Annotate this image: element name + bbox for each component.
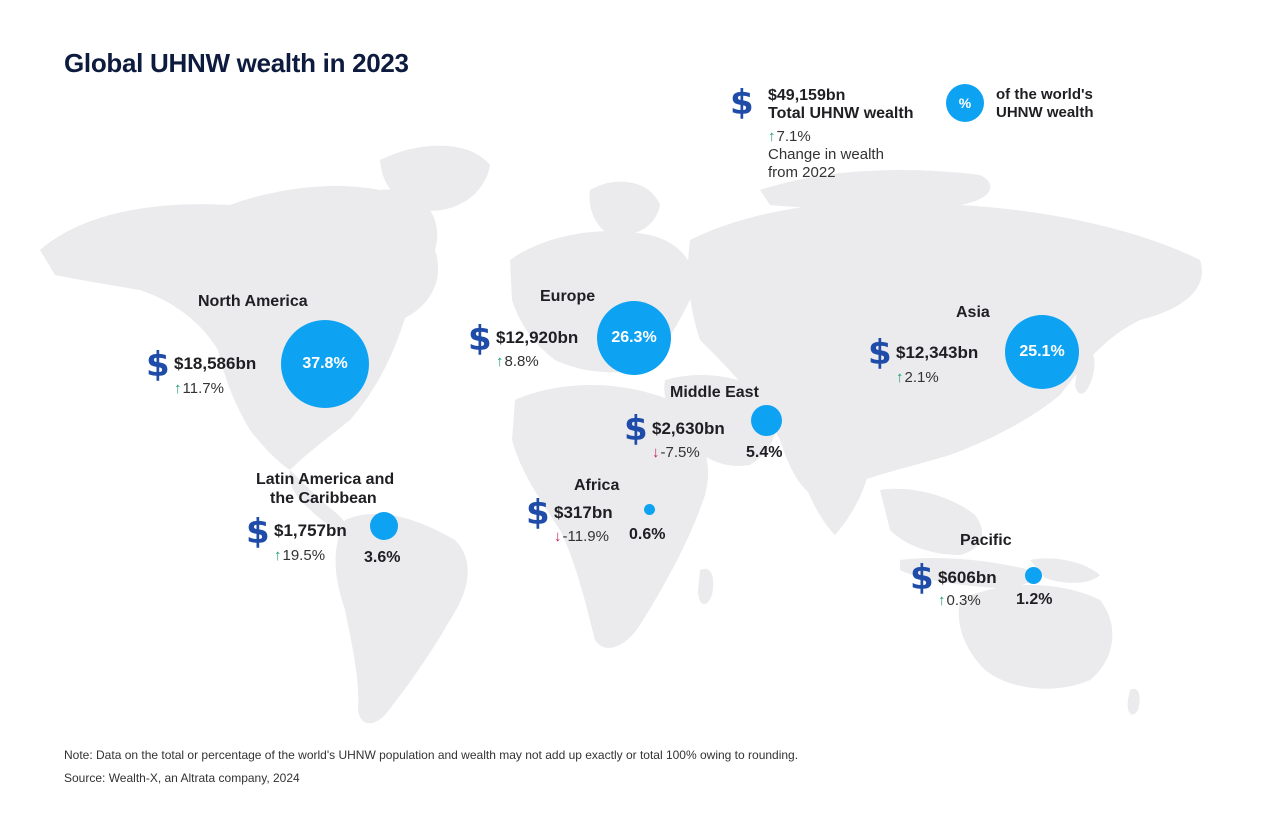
share-label: 5.4% [746, 444, 783, 461]
dollar-sign-icon: $ [730, 83, 754, 123]
region-name: North America [198, 293, 308, 310]
arrow-up-icon: ↑ [896, 369, 904, 386]
share-label: 3.6% [364, 549, 401, 566]
region-wealth: $18,586bn [174, 354, 257, 373]
land-south-america [335, 513, 468, 724]
region-change: ↑11.7% [174, 380, 224, 397]
region-change-value: 11.7% [182, 380, 224, 397]
land-indonesia [900, 558, 1034, 588]
region-change: ↑2.1% [896, 369, 939, 386]
region-name: Pacific [960, 532, 1012, 549]
share-label: 0.6% [629, 526, 666, 543]
share-label: 1.2% [1016, 591, 1053, 608]
arrow-down-icon: ↓ [652, 444, 660, 461]
legend-total-value: $49,159bn [768, 87, 846, 104]
share-bubble [1025, 567, 1042, 584]
land-middle-east [664, 375, 778, 466]
dollar-sign-icon: $ [868, 333, 892, 373]
legend-pct-label-1: of the world's [996, 86, 1093, 103]
region-name-line-2: the Caribbean [270, 490, 377, 507]
arrow-up-icon: ↑ [274, 547, 282, 564]
land-siberia-north [760, 170, 991, 209]
land-scandinavia [589, 181, 660, 235]
region-change-value: 2.1% [904, 369, 939, 386]
region-name: Europe [540, 288, 596, 305]
region-change-value: -11.9% [562, 528, 609, 545]
source-note: Source: Wealth-X, an Altrata company, 20… [64, 771, 300, 785]
region-change-value: 8.8% [504, 353, 539, 370]
land-australia [958, 585, 1113, 689]
region-name: Middle East [670, 384, 759, 401]
land-southeast-asia [880, 488, 983, 555]
share-bubble: 37.8% [281, 320, 369, 408]
dollar-sign-icon: $ [246, 512, 270, 552]
land-north-america [40, 185, 439, 470]
share-label: 25.1% [1019, 343, 1065, 360]
arrow-up-icon: ↑ [496, 353, 504, 370]
share-bubble [751, 405, 782, 436]
land-central-america [289, 470, 347, 535]
region-name: Africa [574, 477, 620, 494]
dollar-sign-icon: $ [526, 493, 550, 533]
region-change: ↑8.8% [496, 353, 539, 370]
share-bubble: 25.1% [1005, 315, 1079, 389]
region-wealth: $1,757bn [274, 521, 347, 540]
legend-pct-label-2: UHNW wealth [996, 104, 1094, 121]
arrow-up-icon: ↑ [938, 592, 946, 609]
share-bubble: 26.3% [597, 301, 671, 375]
share-bubble [644, 504, 655, 515]
legend-change-label-1: Change in wealth [768, 146, 884, 163]
legend-percent-bubble: % [946, 84, 984, 122]
region-wealth: $2,630bn [652, 419, 725, 438]
arrow-down-icon: ↓ [554, 528, 562, 545]
page-title: Global UHNW wealth in 2023 [64, 48, 409, 78]
region-change: ↑19.5% [274, 547, 325, 564]
region-wealth: $12,920bn [496, 328, 579, 347]
dollar-sign-icon: $ [468, 319, 492, 359]
legend-change: ↑7.1% [768, 128, 811, 146]
region-wealth: $12,343bn [896, 343, 979, 362]
land-greenland [380, 145, 490, 211]
legend-change-value: 7.1% [776, 128, 811, 145]
land-papua [1030, 558, 1100, 583]
region-name-line-1: Latin America and [256, 471, 395, 488]
region-wealth: $606bn [938, 568, 997, 587]
region-wealth: $317bn [554, 503, 613, 522]
land-africa [512, 385, 709, 648]
share-label: 26.3% [611, 329, 657, 346]
region-change-value: -7.5% [660, 444, 700, 461]
arrow-up-icon: ↑ [768, 128, 776, 145]
land-asia [688, 201, 1202, 500]
land-india [800, 436, 870, 535]
dollar-sign-icon: $ [624, 409, 648, 449]
share-bubble [370, 512, 398, 540]
percent-icon: % [958, 95, 972, 111]
region-name: Asia [956, 304, 990, 321]
region-change-value: 0.3% [946, 592, 981, 609]
share-label: 37.8% [302, 355, 348, 372]
dollar-sign-icon: $ [146, 345, 170, 385]
region-change: ↓-11.9% [554, 528, 609, 545]
footnote: Note: Data on the total or percentage of… [64, 748, 799, 762]
dollar-sign-icon: $ [910, 558, 934, 598]
region-change: ↑0.3% [938, 592, 981, 609]
legend-total-label: Total UHNW wealth [768, 105, 914, 122]
land-new-zealand [1127, 688, 1140, 715]
region-change-value: 19.5% [282, 547, 326, 564]
land-madagascar [698, 568, 714, 605]
land-japan [1075, 348, 1095, 394]
arrow-up-icon: ↑ [174, 380, 182, 397]
region-change: ↓-7.5% [652, 444, 700, 461]
legend-change-label-2: from 2022 [768, 164, 836, 181]
